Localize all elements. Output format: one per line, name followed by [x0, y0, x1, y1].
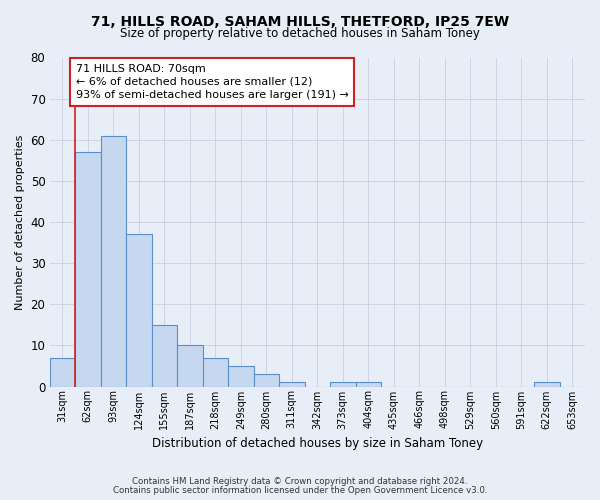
- Bar: [330, 382, 356, 386]
- X-axis label: Distribution of detached houses by size in Saham Toney: Distribution of detached houses by size …: [152, 437, 483, 450]
- Bar: [228, 366, 254, 386]
- Text: Contains public sector information licensed under the Open Government Licence v3: Contains public sector information licen…: [113, 486, 487, 495]
- Bar: [50, 358, 75, 386]
- Bar: [254, 374, 279, 386]
- Bar: [126, 234, 152, 386]
- Bar: [152, 325, 177, 386]
- Bar: [177, 346, 203, 387]
- Bar: [534, 382, 560, 386]
- Text: 71, HILLS ROAD, SAHAM HILLS, THETFORD, IP25 7EW: 71, HILLS ROAD, SAHAM HILLS, THETFORD, I…: [91, 15, 509, 29]
- Text: 71 HILLS ROAD: 70sqm
← 6% of detached houses are smaller (12)
93% of semi-detach: 71 HILLS ROAD: 70sqm ← 6% of detached ho…: [76, 64, 349, 100]
- Bar: [279, 382, 305, 386]
- Y-axis label: Number of detached properties: Number of detached properties: [15, 134, 25, 310]
- Text: Contains HM Land Registry data © Crown copyright and database right 2024.: Contains HM Land Registry data © Crown c…: [132, 477, 468, 486]
- Bar: [203, 358, 228, 386]
- Bar: [356, 382, 381, 386]
- Text: Size of property relative to detached houses in Saham Toney: Size of property relative to detached ho…: [120, 28, 480, 40]
- Bar: [75, 152, 101, 386]
- Bar: [101, 136, 126, 386]
